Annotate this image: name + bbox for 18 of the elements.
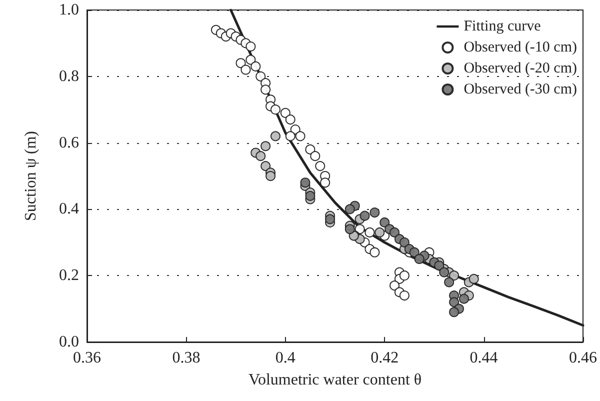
y-tick-label: 1.0: [59, 2, 79, 18]
y-tick-label: 0.6: [59, 134, 79, 152]
x-tick-label: 0.46: [569, 350, 597, 366]
y-axis-title: Suction ψ (m): [22, 130, 40, 222]
x-axis-title: Volumetric water content θ: [248, 372, 422, 388]
x-tick-label: 0.44: [470, 350, 498, 366]
legend-label: Observed (-30 cm): [464, 82, 578, 98]
y-tick-label: 0.0: [59, 334, 79, 350]
x-tick-label: 0.36: [73, 350, 101, 366]
legend-label: Fitting curve: [464, 18, 542, 34]
y-tick-label: 0.8: [59, 68, 79, 85]
y-tick-label: 0.2: [59, 267, 79, 284]
x-tick-label: 0.4: [275, 350, 296, 366]
x-tick-label: 0.38: [172, 350, 200, 366]
legend-label: Observed (-20 cm): [464, 60, 578, 76]
legend-label: Observed (-10 cm): [464, 40, 578, 56]
x-tick-label: 0.42: [370, 350, 399, 366]
y-tick-label: 0.4: [59, 200, 79, 218]
